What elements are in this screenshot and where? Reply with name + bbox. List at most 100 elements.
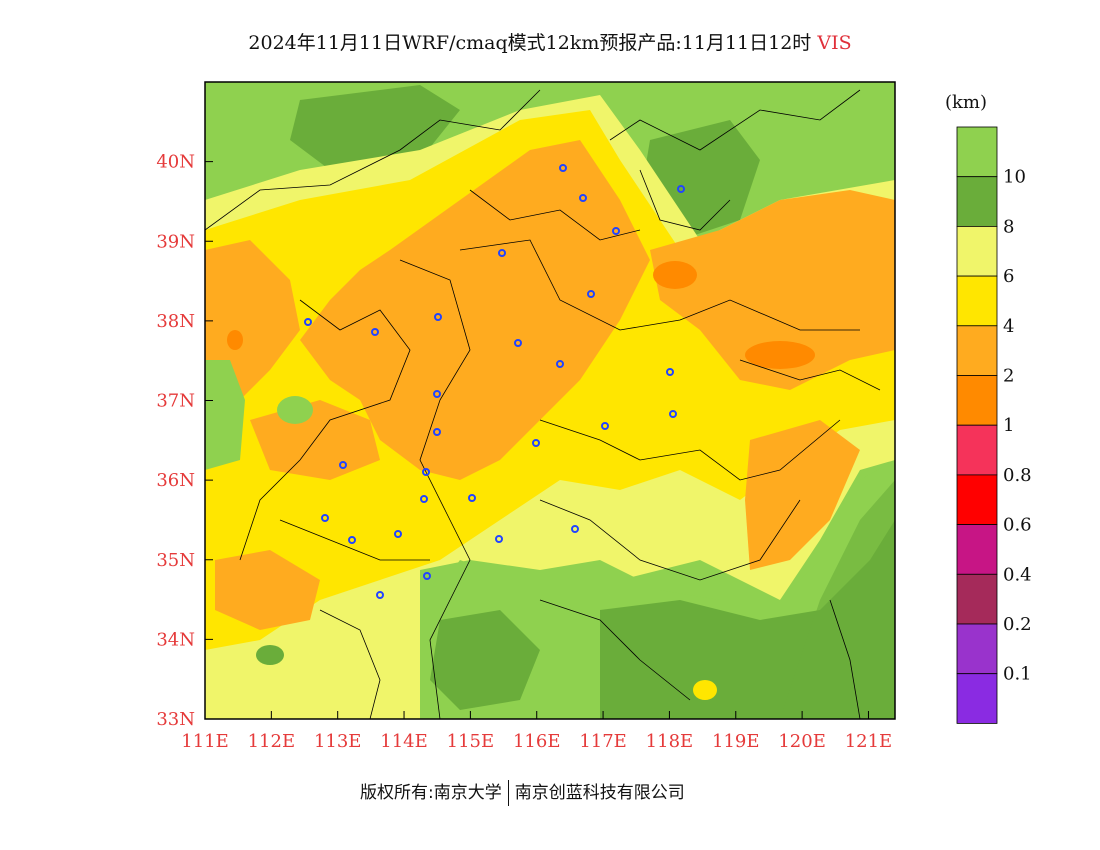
admin-boundaries (205, 89, 881, 719)
lat-tick-label: 40N (156, 152, 195, 173)
city-marker (339, 461, 347, 469)
colorbar-swatch (956, 275, 998, 327)
colorbar-label: 0.2 (1003, 614, 1032, 635)
colorbar-label: 10 (1003, 167, 1026, 188)
city-marker (571, 525, 579, 533)
lat-tick-label: 35N (156, 550, 195, 571)
boundary-1 (205, 89, 541, 231)
field-dark-green-n (290, 85, 460, 170)
title-variable: VIS (817, 32, 852, 54)
footer-separator (507, 780, 509, 806)
city-marker (433, 390, 441, 398)
field-orange-central (300, 140, 650, 480)
city-marker (394, 530, 402, 538)
city-marker (468, 494, 476, 502)
lat-tick-label: 37N (156, 391, 195, 412)
boundary-9 (279, 519, 430, 561)
lon-tick-label: 114E (380, 731, 428, 752)
colorbar-swatch (956, 524, 998, 575)
boundary-2 (399, 259, 471, 719)
lon-tick-label: 121E (845, 731, 893, 752)
lat-tick-label: 34N (156, 629, 195, 650)
boundary-4 (539, 419, 841, 481)
colorbar-label: 0.8 (1003, 465, 1032, 486)
boundary-5 (239, 299, 411, 561)
chart-title: 2024年11月11日WRF/cmaq模式12km预报产品:11月11日12时 … (0, 28, 1100, 55)
colorbar-swatch (956, 225, 998, 277)
city-marker (371, 328, 379, 336)
city-marker (422, 468, 430, 476)
colorbar-label: 1 (1003, 415, 1014, 436)
colorbar-swatch (956, 375, 998, 426)
colorbar-label: 6 (1003, 266, 1014, 287)
colorbar-label: 0.1 (1003, 664, 1032, 685)
city-marker (601, 422, 609, 430)
field-orange-sw (215, 550, 320, 630)
city-marker (559, 164, 567, 172)
colorbar-label: 8 (1003, 216, 1014, 237)
lat-axis: 33N 34N 35N 36N 37N 38N 39N 40N (156, 152, 213, 730)
lon-tick-label: 118E (646, 731, 694, 752)
lon-tick-label: 113E (314, 731, 362, 752)
colorbar-swatch (956, 673, 998, 724)
lon-tick-label: 116E (513, 731, 561, 752)
boundary-13 (739, 359, 881, 391)
title-main: 2024年11月11日WRF/cmaq模式12km预报产品:11月11日12时 (248, 32, 812, 54)
footer: 版权所有:南京大学 南京创蓝科技有限公司 (360, 778, 685, 806)
city-marker (556, 360, 564, 368)
colorbar-swatch (956, 623, 998, 675)
city-marker (434, 313, 442, 321)
city-marker (579, 194, 587, 202)
colorbar-swatch (956, 126, 998, 178)
boundary-7 (609, 89, 861, 151)
city-marker (495, 535, 503, 543)
city-marker (423, 572, 431, 580)
lat-tick-label: 33N (156, 709, 195, 730)
lon-tick-label: 115E (447, 731, 495, 752)
colorbar-unit: (km) (945, 92, 987, 113)
field-green-blob (277, 396, 313, 424)
footer-right: 南京创蓝科技有限公司 (514, 783, 685, 803)
lat-tick-label: 38N (156, 311, 195, 332)
city-marker (514, 339, 522, 347)
lat-tick-label: 36N (156, 470, 195, 491)
city-marker (666, 368, 674, 376)
lon-axis: 111E 112E 113E 114E 115E 116E 117E 118E 119E 120E… (181, 711, 892, 752)
city-marker (321, 514, 329, 522)
colorbar: 10 8 6 4 2 1 0.8 0.6 0.4 0.2 0.1 (956, 126, 1032, 724)
field-yellow-spot-s (693, 680, 717, 700)
lon-tick-label: 117E (579, 731, 627, 752)
colorbar-swatch (956, 424, 998, 476)
boundary-10 (319, 609, 381, 719)
city-marker (304, 318, 312, 326)
colorbar-label: 0.6 (1003, 515, 1032, 536)
colorbar-label: 4 (1003, 316, 1014, 337)
city-marker (433, 428, 441, 436)
field-green-west (205, 360, 245, 470)
field-sea (780, 480, 895, 719)
field-orange-east (650, 190, 895, 390)
field-orange-spot-3 (227, 330, 243, 350)
visibility-field (205, 82, 895, 719)
city-marker (677, 185, 685, 193)
city-marker (420, 495, 428, 503)
boundary-11 (539, 599, 691, 701)
field-green-blob-2 (256, 645, 284, 665)
lon-tick-label: 120E (778, 731, 826, 752)
city-marker (612, 227, 620, 235)
boundary-8 (639, 169, 731, 231)
city-marker (376, 591, 384, 599)
field-orange-spot-2 (745, 341, 815, 369)
city-marker (669, 410, 677, 418)
colorbar-label: 0.4 (1003, 564, 1032, 585)
colorbar-swatch (956, 176, 998, 227)
colorbar-label: 2 (1003, 366, 1014, 387)
city-marker (498, 249, 506, 257)
city-markers (304, 164, 685, 599)
field-orange-coast (745, 420, 860, 570)
city-marker (348, 536, 356, 544)
lat-tick-label: 39N (156, 231, 195, 252)
field-dark-green-s (430, 610, 540, 710)
boundary-12 (469, 189, 641, 241)
